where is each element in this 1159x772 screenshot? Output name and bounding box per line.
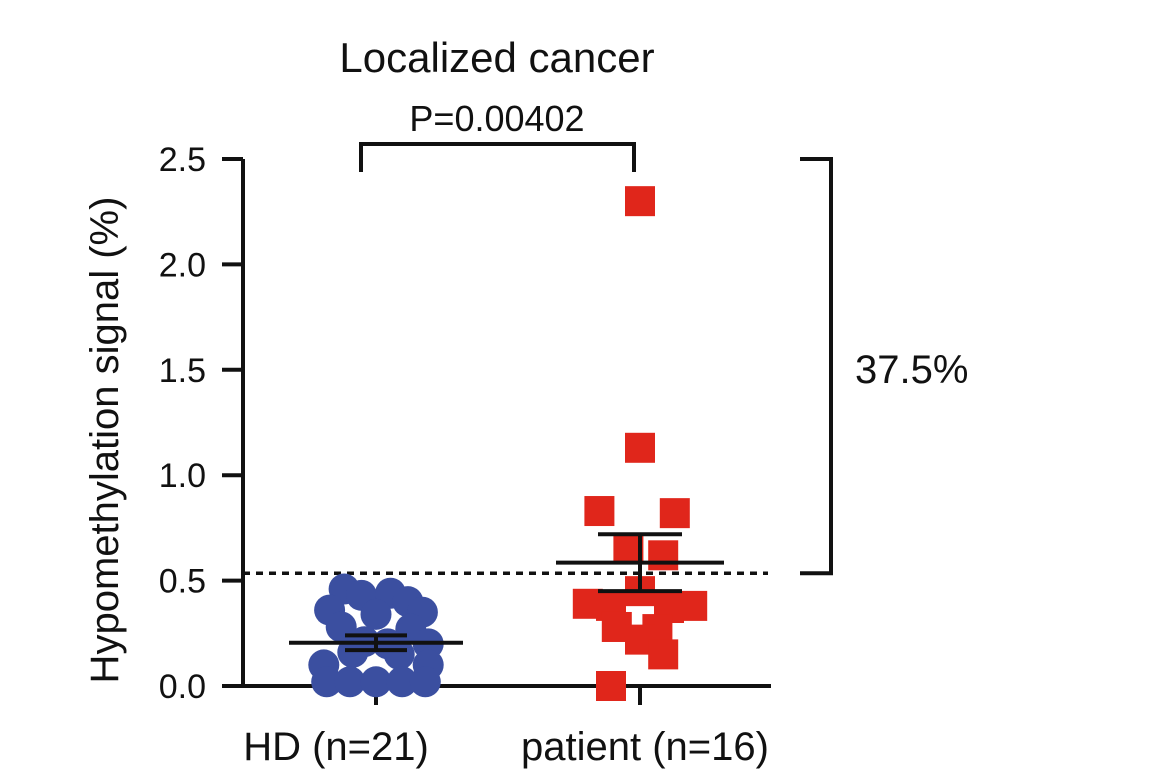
p-value-label: P=0.00402 <box>409 98 584 139</box>
y-tick-label: 0.0 <box>159 668 206 706</box>
data-point-hd <box>334 666 366 698</box>
data-point-patient <box>625 432 655 463</box>
data-point-patient <box>648 639 679 670</box>
y-tick-label: 1.0 <box>159 457 206 495</box>
data-point-patient <box>596 671 626 701</box>
data-point-patient <box>648 540 679 571</box>
mean-sem-bars <box>289 532 724 653</box>
data-point-hd <box>409 666 441 698</box>
data-point-hd <box>383 638 415 670</box>
x-tick-label: HD (n=21) <box>243 725 429 769</box>
data-point-patient <box>659 498 690 529</box>
data-point-hd <box>360 666 392 698</box>
x-ticks: HD (n=21) patient (n=16) <box>243 686 769 769</box>
data-point-patient <box>625 186 655 217</box>
y-ticks: 0.0 0.5 1.0 1.5 2.0 2.5 <box>159 141 243 706</box>
significance-bracket <box>359 142 636 172</box>
chart-title: Localized cancer <box>339 34 654 81</box>
y-tick-label: 2.5 <box>159 141 206 179</box>
y-tick-label: 1.5 <box>159 352 206 390</box>
y-tick-label: 2.0 <box>159 246 206 284</box>
data-points <box>308 186 708 701</box>
y-axis-label: Hypomethylation signal (%) <box>83 197 127 684</box>
data-point-hd <box>360 598 392 630</box>
y-tick-label: 0.5 <box>159 563 206 601</box>
right-bracket <box>800 157 833 576</box>
right-bracket-label: 37.5% <box>855 348 968 392</box>
data-point-hd <box>386 666 418 698</box>
x-tick-label: patient (n=16) <box>521 725 769 769</box>
data-point-hd <box>311 666 343 698</box>
data-point-patient <box>584 496 615 527</box>
